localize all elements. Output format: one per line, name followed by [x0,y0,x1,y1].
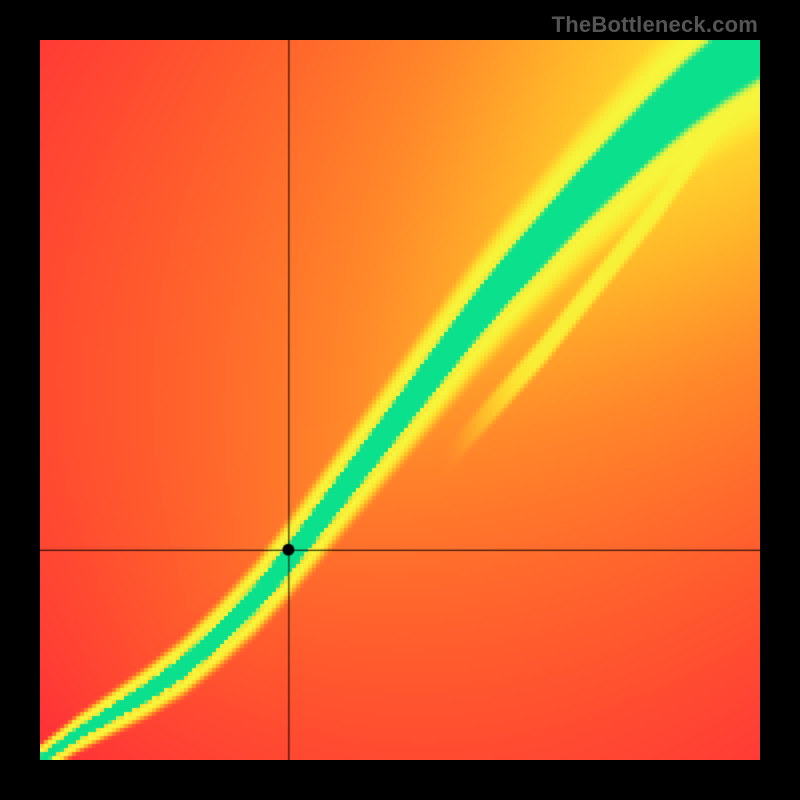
heatmap-plot-area [40,40,760,760]
chart-frame: { "meta": { "watermark": "TheBottleneck.… [0,0,800,800]
watermark-text: TheBottleneck.com [552,12,758,38]
bottleneck-heatmap-canvas [40,40,760,760]
